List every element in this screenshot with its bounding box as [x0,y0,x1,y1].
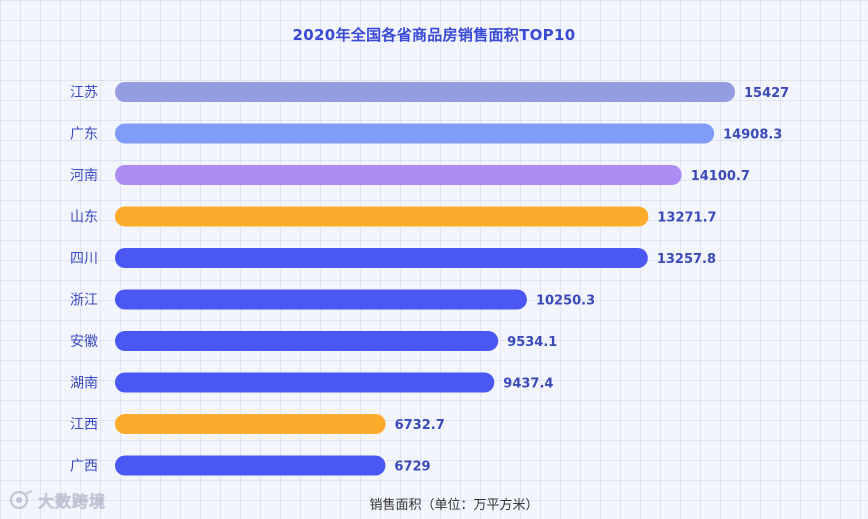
value-label: 9437.4 [503,377,553,392]
category-label: 广西 [70,459,98,475]
value-label: 13271.7 [657,211,716,226]
bar [115,289,527,310]
bar [115,414,386,434]
value-label: 6729 [394,460,430,475]
category-label: 江西 [70,417,98,433]
category-label: 山东 [70,210,98,226]
category-label: 湖南 [70,376,98,392]
bar [115,455,386,476]
category-label: 浙江 [70,293,98,309]
bar [115,248,648,268]
value-label: 10250.3 [536,294,595,309]
value-label: 13257.8 [657,252,716,267]
bar [115,165,682,185]
bar [115,331,499,351]
chart-title: 2020年全国各省商品房销售面积TOP10 [292,26,576,44]
watermark-text: 大数跨境 [38,492,107,512]
value-label: 6732.7 [395,418,445,433]
bar [115,206,649,227]
value-label: 15427 [744,86,789,101]
category-label: 安徽 [70,334,98,350]
x-axis-label: 销售面积（单位：万平方米） [369,498,539,513]
category-label: 河南 [70,168,98,184]
value-label: 14100.7 [691,169,750,184]
category-label: 广东 [70,127,98,143]
bar [115,82,735,102]
watermark-logo-icon [9,490,33,510]
value-label: 14908.3 [723,128,782,143]
value-label: 9534.1 [507,335,557,350]
bar [115,123,715,144]
category-label: 江苏 [70,85,98,101]
bar [115,372,495,393]
watermark: 大数跨境 [8,488,106,512]
category-label: 四川 [70,251,98,267]
